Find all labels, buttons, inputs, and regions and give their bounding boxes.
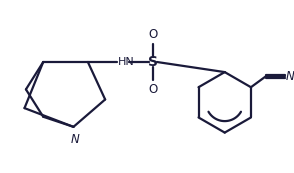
- Text: HN: HN: [118, 57, 135, 67]
- Text: S: S: [148, 55, 158, 69]
- Text: O: O: [148, 83, 157, 96]
- Text: O: O: [148, 28, 157, 41]
- Text: N: N: [71, 133, 79, 146]
- Text: N: N: [286, 70, 294, 83]
